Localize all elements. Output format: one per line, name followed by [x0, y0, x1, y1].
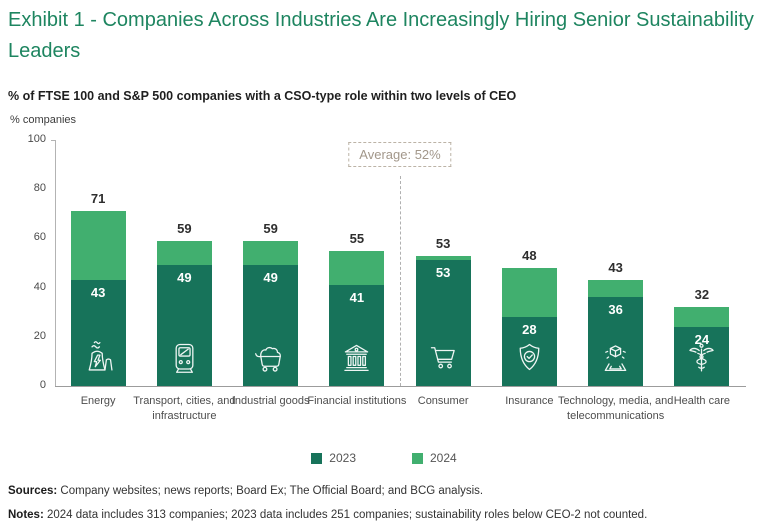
y-tick-label: 60 — [33, 231, 46, 244]
y-tick-label: 100 — [27, 133, 46, 145]
bar-2023-3 — [329, 285, 385, 386]
bar-chart: % companies 71 43 59 49 59 49 55 41 53 53 48 28 43 36… — [0, 112, 768, 474]
category-label: Industrial goods — [231, 395, 310, 407]
category-label: Transport, cities, and infrastructure — [133, 395, 236, 422]
plot-area: 71 43 59 49 59 49 55 41 53 53 48 28 43 36 32 24 — [55, 140, 745, 386]
average-divider-line — [400, 176, 401, 386]
notes-text: 2024 data includes 313 companies; 2023 d… — [43, 509, 648, 521]
x-axis-line — [55, 386, 746, 387]
y-tick-label: 0 — [39, 379, 46, 391]
mining-cart-icon — [243, 337, 298, 382]
bar-value-2023: 28 — [522, 322, 537, 337]
bank-icon — [329, 337, 384, 382]
bar-value-2023: 49 — [177, 270, 192, 285]
train-icon — [157, 337, 212, 382]
y-axis-label: % companies — [10, 114, 77, 126]
bar-value-2024: 43 — [608, 260, 623, 275]
category-label: Consumer — [417, 395, 469, 407]
y-axis-line — [51, 140, 56, 386]
legend-label-2023: 2023 — [329, 451, 356, 465]
y-tick-label: 80 — [33, 182, 46, 195]
legend-swatch-2024 — [412, 452, 423, 464]
bar-2023-4 — [415, 260, 471, 386]
bar-value-2023: 24 — [694, 332, 710, 347]
category-label: Technology, media, and telecommunication… — [557, 395, 674, 422]
sources-text: Company websites; news reports; Board Ex… — [57, 485, 484, 497]
bar-value-2023: 41 — [349, 290, 365, 305]
y-tick-label: 20 — [33, 329, 46, 342]
bar-value-2024: 71 — [90, 191, 106, 206]
bar-value-2024: 53 — [435, 236, 451, 251]
category-label: Energy — [80, 395, 116, 407]
legend-item-2024: 2024 — [412, 451, 457, 465]
shopping-cart-icon — [416, 337, 471, 382]
exhibit-title: Exhibit 1 - Companies Across Industries … — [8, 9, 754, 62]
legend: 2023 2024 — [0, 451, 768, 465]
hologram-cube-icon — [588, 337, 643, 382]
bar-value-2024: 59 — [177, 221, 192, 236]
bar-value-2024: 55 — [349, 231, 365, 246]
bar-value-2023: 53 — [435, 265, 451, 280]
category-label: Financial institutions — [307, 395, 407, 407]
average-annotation: Average: 52% — [348, 142, 452, 167]
sources-label: Sources: — [8, 485, 58, 497]
power-plant-icon — [71, 337, 126, 382]
shield-check-icon — [502, 337, 557, 382]
category-label: Insurance — [505, 395, 554, 407]
bar-value-2024: 48 — [522, 248, 537, 263]
notes-label: Notes: — [8, 509, 44, 521]
sources-line: Sources: Company websites; news reports;… — [8, 479, 760, 503]
legend-swatch-2023 — [311, 452, 323, 464]
bar-value-2023: 36 — [608, 302, 623, 317]
bar-2023-6 — [588, 297, 644, 386]
y-tick-label: 40 — [33, 280, 46, 293]
bar-value-2023: 43 — [90, 285, 106, 300]
category-label: Health care — [673, 395, 730, 407]
bar-value-2024: 59 — [263, 221, 278, 236]
bar-2023-0 — [70, 280, 126, 386]
legend-item-2023: 2023 — [311, 451, 356, 465]
legend-label-2024: 2024 — [430, 451, 457, 465]
notes-line: Notes: 2024 data includes 313 companies;… — [8, 503, 760, 527]
chart-title: % of FTSE 100 and S&P 500 companies with… — [8, 89, 517, 103]
bar-value-2023: 49 — [263, 270, 278, 285]
caduceus-icon — [674, 337, 729, 382]
footnotes: Sources: Company websites; news reports;… — [8, 479, 760, 527]
category-axis: Energy Transport, cities, and infrastruct… — [55, 394, 745, 446]
bar-2023-1 — [156, 265, 212, 386]
bar-value-2024: 32 — [694, 287, 710, 302]
